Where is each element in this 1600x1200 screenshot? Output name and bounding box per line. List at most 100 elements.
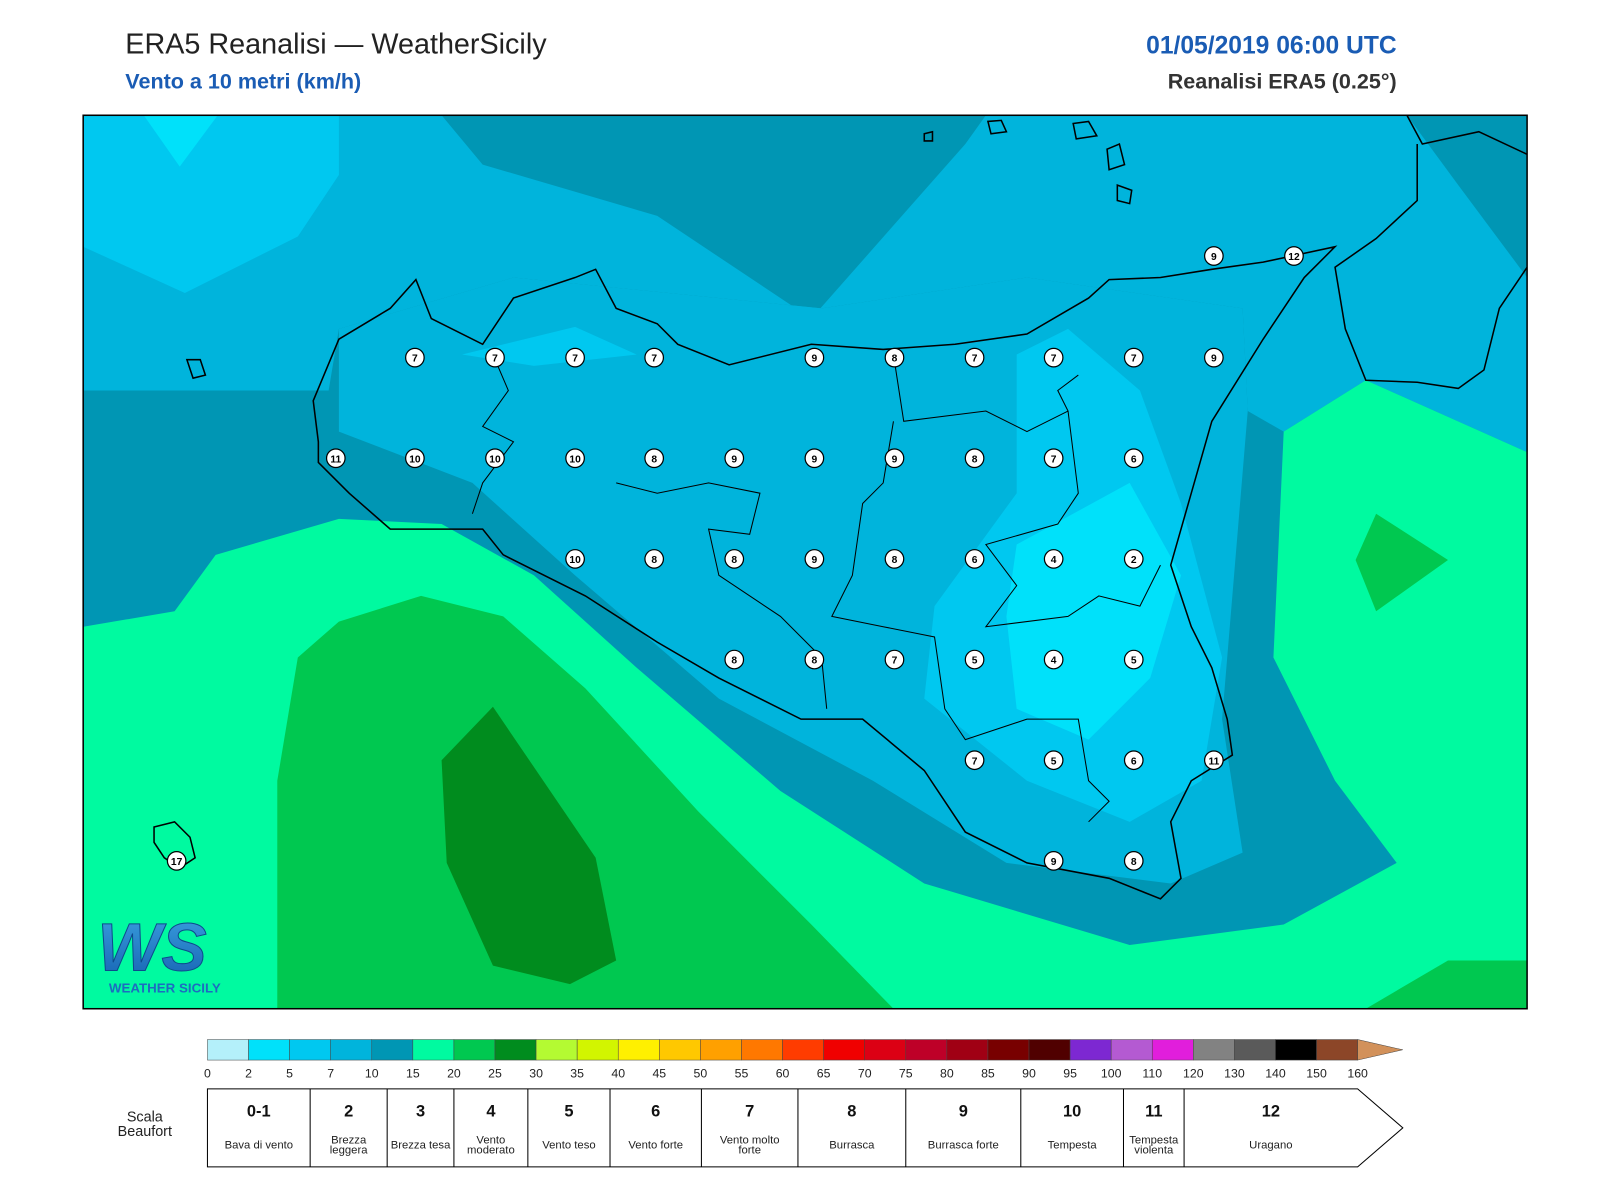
station-value: 6 xyxy=(972,555,978,566)
colorbar-segment xyxy=(1193,1039,1235,1061)
colorbar-tick-label: 130 xyxy=(1224,1067,1245,1081)
station: 9 xyxy=(1204,246,1224,266)
station-marker xyxy=(1123,750,1144,771)
station-value: 7 xyxy=(1131,354,1137,365)
colorbar-segment xyxy=(617,1039,660,1061)
station-marker xyxy=(1204,347,1224,368)
colorbar-tick-label: 110 xyxy=(1142,1067,1162,1081)
beaufort-name: Vento forte xyxy=(628,1139,684,1152)
datetime: 01/05/2019 06:00 UTC xyxy=(1146,33,1397,60)
station: 7 xyxy=(1043,448,1064,469)
station-value: 9 xyxy=(731,454,737,465)
colorbar-segment xyxy=(1069,1039,1112,1061)
station-marker xyxy=(565,549,585,569)
field-band xyxy=(441,706,617,985)
colorbar-tick-label: 85 xyxy=(981,1067,995,1081)
station-marker xyxy=(884,347,905,368)
station-marker xyxy=(1123,649,1144,670)
station-value: 7 xyxy=(412,354,418,365)
station: 11 xyxy=(1204,750,1224,771)
station-value: 10 xyxy=(569,555,581,566)
beaufort-force: 2 xyxy=(344,1103,353,1121)
station-value: 9 xyxy=(812,454,818,465)
beaufort-name-box: Tempesta violenta xyxy=(1129,1134,1179,1157)
beaufort-name: Brezza leggera xyxy=(329,1134,368,1157)
colorbar-tick-label: 80 xyxy=(940,1067,954,1081)
colorbar-tick-label: 15 xyxy=(406,1067,420,1081)
beaufort-name: Burrasca forte xyxy=(927,1139,999,1152)
station: 17 xyxy=(166,850,187,871)
station: 10 xyxy=(565,448,585,469)
station: 8 xyxy=(884,549,905,569)
colorbar-segment xyxy=(864,1039,907,1061)
colorbar-segment xyxy=(1028,1039,1071,1061)
colorbar-segment xyxy=(659,1039,701,1061)
station: 8 xyxy=(724,649,745,670)
colorbar-tick-label: 100 xyxy=(1101,1067,1122,1081)
station-value: 2 xyxy=(1131,555,1137,566)
subtitle: Vento a 10 metri (km/h) xyxy=(125,69,361,94)
station: 8 xyxy=(644,549,665,569)
station-value: 7 xyxy=(892,656,898,667)
station-marker xyxy=(1043,347,1064,368)
colorbar-tick-label: 0 xyxy=(204,1067,211,1081)
station-value: 8 xyxy=(651,555,657,566)
station-value: 9 xyxy=(1211,354,1217,365)
beaufort-force: 6 xyxy=(651,1103,660,1121)
station: 8 xyxy=(964,448,985,469)
colorbar-segment xyxy=(1316,1039,1358,1061)
station-marker xyxy=(884,549,905,569)
colorbar-tick-label: 65 xyxy=(817,1067,831,1081)
colorbar-tick-label: 55 xyxy=(735,1067,749,1081)
island xyxy=(153,119,1133,869)
field-band xyxy=(83,115,339,293)
beaufort-name-box: Bava di vento xyxy=(225,1140,293,1151)
station: 10 xyxy=(565,549,585,569)
station: 9 xyxy=(884,448,905,469)
station-value: 8 xyxy=(972,454,978,465)
colorbar-tick-label: 35 xyxy=(570,1067,584,1081)
colorbar-segment xyxy=(823,1039,865,1061)
station-value: 8 xyxy=(892,354,898,365)
station-marker xyxy=(1043,549,1064,569)
beaufort-force: 9 xyxy=(959,1103,968,1121)
station: 9 xyxy=(1204,347,1224,368)
station-value: 10 xyxy=(569,454,581,465)
beaufort-name: Tempesta xyxy=(1047,1139,1097,1152)
beaufort-name-box: Uragano xyxy=(1249,1140,1292,1151)
station-marker xyxy=(964,347,985,368)
station: 7 xyxy=(405,347,425,368)
colorbar-segment xyxy=(289,1039,331,1061)
station-value: 8 xyxy=(892,555,898,566)
logo-mark: WS xyxy=(98,911,207,986)
station-marker xyxy=(325,448,346,469)
field-band xyxy=(83,115,1528,453)
field-band xyxy=(462,326,637,366)
beaufort-name-box: Vento forte xyxy=(628,1139,684,1152)
station-value: 7 xyxy=(1051,454,1057,465)
beaufort-name: Brezza tesa xyxy=(390,1139,451,1152)
beaufort-force: 4 xyxy=(486,1103,496,1121)
colorbar-tick-label: 10 xyxy=(365,1067,379,1081)
station: 9 xyxy=(804,549,825,569)
station-marker xyxy=(964,649,985,670)
source: Reanalisi ERA5 (0.25°) xyxy=(1168,69,1397,94)
station-marker xyxy=(964,448,985,469)
station: 10 xyxy=(405,448,425,469)
colorbar-segment xyxy=(1234,1039,1276,1061)
beaufort-scale: Scala Beaufort 0-1 Bava di vento 2 Brezza le… xyxy=(117,1088,1404,1168)
colorbar-segment xyxy=(1151,1039,1194,1061)
station-marker xyxy=(1043,649,1064,670)
station: 7 xyxy=(964,347,985,368)
station-marker xyxy=(1123,850,1144,871)
beaufort-name: Tempesta violenta xyxy=(1129,1134,1179,1157)
station-marker xyxy=(1204,750,1224,771)
station-marker xyxy=(804,448,825,469)
beaufort-label: Scala Beaufort xyxy=(117,1108,172,1140)
station-marker xyxy=(804,549,825,569)
station-marker xyxy=(964,549,985,569)
station: 6 xyxy=(1123,750,1144,771)
beaufort-force: 5 xyxy=(564,1103,573,1121)
station-value: 9 xyxy=(1051,857,1057,868)
